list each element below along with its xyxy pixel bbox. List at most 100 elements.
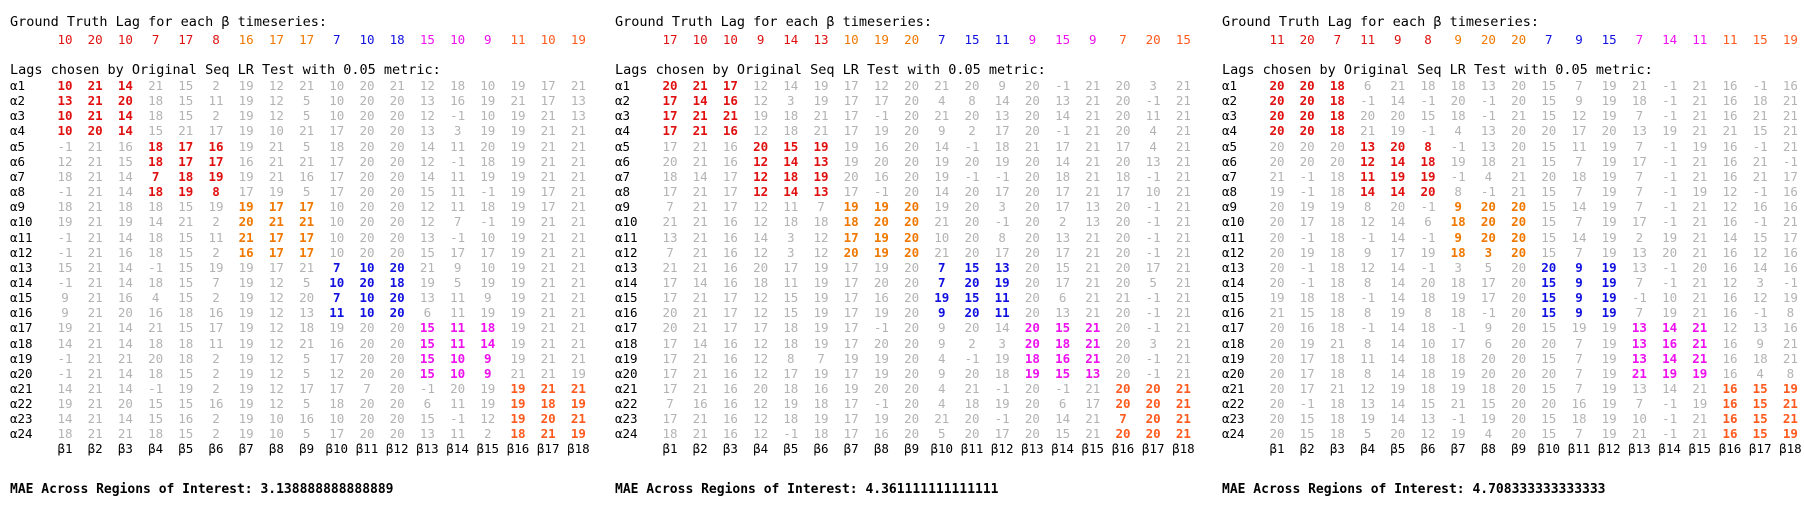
matrix-cell: 7 bbox=[1635, 168, 1644, 184]
matrix-cell: 21 bbox=[1692, 305, 1708, 321]
column-label: β1 bbox=[662, 441, 678, 456]
matrix-cell: 21 bbox=[1175, 305, 1191, 321]
lag-matrix-title: Lags chosen by Original Seq LR Test with… bbox=[10, 62, 441, 78]
matrix-cell: 18 bbox=[1329, 78, 1345, 93]
matrix-cell: 12 bbox=[268, 350, 284, 366]
matrix-cell: 19 bbox=[1601, 381, 1617, 396]
column-label: β5 bbox=[1390, 441, 1406, 456]
matrix-cell: 15 bbox=[1541, 153, 1557, 169]
matrix-cell: -1 bbox=[994, 411, 1010, 427]
matrix-cell: 19 bbox=[208, 168, 224, 184]
matrix-cell: -1 bbox=[450, 411, 466, 427]
matrix-cell: 20 bbox=[964, 153, 980, 169]
matrix-cell: 17 bbox=[843, 335, 859, 351]
matrix-cell: 19 bbox=[1692, 138, 1708, 154]
matrix-cell: 21 bbox=[540, 426, 556, 442]
matrix-cell: 17 bbox=[540, 184, 556, 200]
matrix-cell: 19 bbox=[1601, 168, 1617, 184]
matrix-cell: 3 bbox=[1149, 78, 1157, 93]
matrix-cell: 19 bbox=[510, 259, 526, 275]
ground-truth-title: Ground Truth Lag for each β timeseries: bbox=[10, 14, 327, 30]
matrix-cell: 12 bbox=[268, 335, 284, 351]
matrix-cell: 21 bbox=[1085, 290, 1101, 306]
matrix-cell: 12 bbox=[419, 153, 435, 169]
matrix-cell: 8 bbox=[998, 229, 1006, 245]
matrix-cell: 12 bbox=[753, 123, 769, 139]
matrix-cell: 20 bbox=[299, 290, 315, 306]
matrix-cell: 19 bbox=[480, 168, 496, 184]
matrix-cell: 21 bbox=[692, 426, 708, 442]
matrix-cell: 16 bbox=[1722, 411, 1738, 427]
matrix-cell: 20 bbox=[873, 153, 889, 169]
row-label: α11 bbox=[615, 229, 638, 245]
matrix-cell: 16 bbox=[208, 305, 224, 321]
matrix-cell: 13 bbox=[813, 184, 829, 200]
matrix-cell: 5 bbox=[302, 184, 311, 200]
matrix-cell: 7 bbox=[1575, 365, 1583, 381]
matrix-cell: 21 bbox=[1024, 138, 1040, 154]
matrix-cell: 14 bbox=[1390, 365, 1406, 381]
matrix-cell: 13 bbox=[1360, 396, 1376, 412]
matrix-cell: 18 bbox=[662, 168, 678, 184]
matrix-cell: 20 bbox=[1299, 108, 1315, 124]
column-label: β10 bbox=[325, 441, 349, 456]
matrix-cell: 12 bbox=[753, 184, 769, 200]
matrix-cell: 17 bbox=[843, 365, 859, 381]
matrix-cell: 18 bbox=[1329, 350, 1345, 366]
matrix-row: α4 17 21 16 12 18 21 17 19 20 9 2 17 20 -1 21 20 4 21 bbox=[615, 123, 1215, 138]
column-label: β14 bbox=[1051, 441, 1074, 456]
matrix-cell: 19 bbox=[268, 184, 284, 200]
matrix-cell: 14 bbox=[117, 274, 133, 290]
matrix-cell: 21 bbox=[87, 290, 103, 306]
matrix-row: α9 7 21 17 12 11 7 19 19 20 19 20 3 20 17 13 20 -1 21 bbox=[615, 199, 1215, 214]
matrix-cell: 20 bbox=[1145, 381, 1161, 396]
matrix-cell: 21 bbox=[1692, 350, 1708, 366]
matrix-cell: -1 bbox=[1662, 274, 1678, 290]
matrix-cell: 19 bbox=[1450, 290, 1466, 306]
matrix-cell: 17 bbox=[662, 93, 678, 109]
matrix-cell: 9 bbox=[938, 335, 946, 351]
matrix-cell: 20 bbox=[1024, 290, 1040, 306]
matrix-cell: 21 bbox=[1085, 168, 1101, 184]
matrix-cell: 20 bbox=[1541, 123, 1557, 139]
matrix-cell: 11 bbox=[450, 199, 466, 215]
matrix-cell: 20 bbox=[1541, 335, 1557, 351]
matrix-cell: 18 bbox=[117, 199, 133, 215]
matrix-row: α17 20 21 17 17 18 19 17 -1 20 9 20 14 20 15 21 20 -1 21 bbox=[615, 320, 1215, 335]
matrix-cell: 17 bbox=[662, 184, 678, 200]
matrix-cell: 20 bbox=[964, 320, 980, 336]
matrix-cell: 20 bbox=[904, 93, 920, 109]
matrix-cell: -1 bbox=[1480, 93, 1496, 109]
matrix-cell: 12 bbox=[268, 365, 284, 381]
matrix-cell: 19 bbox=[510, 381, 526, 396]
row-label: α24 bbox=[1222, 426, 1245, 442]
matrix-row: α19 17 21 16 12 8 7 19 19 20 4 -1 19 18 16 21 20 -1 21 bbox=[615, 351, 1215, 366]
matrix-cell: 19 bbox=[813, 411, 829, 427]
matrix-cell: 18 bbox=[148, 335, 164, 351]
matrix-cell: -1 bbox=[1782, 274, 1798, 290]
matrix-cell: 16 bbox=[722, 426, 738, 442]
matrix-cell: 12 bbox=[753, 168, 769, 184]
matrix-cell: 19 bbox=[1601, 426, 1617, 442]
matrix-cell: 17 bbox=[843, 123, 859, 139]
matrix-cell: 15 bbox=[1752, 123, 1768, 139]
row-label: α2 bbox=[1222, 93, 1238, 109]
matrix-cell: -1 bbox=[1662, 184, 1678, 200]
column-label: β4 bbox=[148, 441, 164, 456]
matrix-cell: 13 bbox=[419, 426, 435, 442]
matrix-cell: 19 bbox=[238, 93, 254, 109]
matrix-cell: 19 bbox=[238, 78, 254, 93]
matrix-cell: 14 bbox=[692, 93, 708, 109]
matrix-cell: 15 bbox=[178, 244, 194, 260]
matrix-cell: -1 bbox=[1055, 123, 1071, 139]
matrix-cell: 10 bbox=[329, 214, 345, 230]
matrix-cell: 20 bbox=[1115, 350, 1131, 366]
matrix-cell: 21 bbox=[1085, 411, 1101, 427]
matrix-cell: 20 bbox=[1024, 153, 1040, 169]
matrix-cell: 18 bbox=[1420, 290, 1436, 306]
matrix-cell: 17 bbox=[753, 320, 769, 336]
matrix-cell: 21 bbox=[87, 214, 103, 230]
matrix-cell: -1 bbox=[1450, 411, 1466, 427]
matrix-row: α15 17 21 17 12 15 19 17 16 20 19 15 11 20 6 21 21 -1 21 bbox=[615, 290, 1215, 305]
matrix-cell: 19 bbox=[510, 214, 526, 230]
